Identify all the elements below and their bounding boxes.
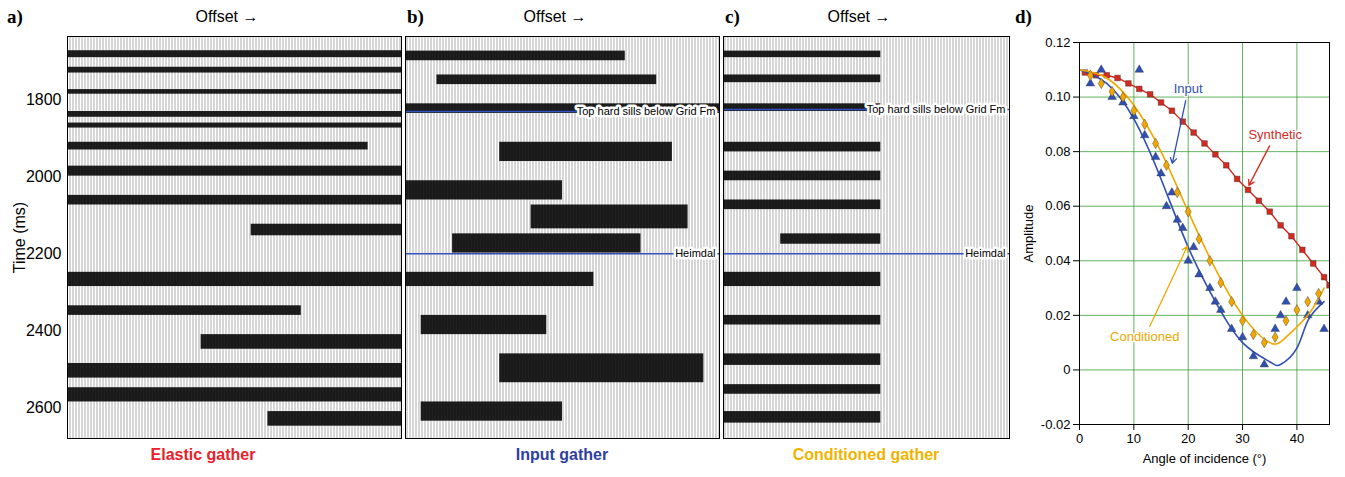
- svg-text:10: 10: [1127, 431, 1141, 446]
- svg-text:0.04: 0.04: [1045, 253, 1070, 268]
- svg-text:Amplitude: Amplitude: [1021, 205, 1036, 263]
- svg-text:0.02: 0.02: [1045, 308, 1070, 323]
- svg-text:Time (ms): Time (ms): [11, 202, 28, 273]
- svg-text:2200: 2200: [26, 245, 62, 262]
- svg-text:1800: 1800: [26, 91, 62, 108]
- svg-text:0.08: 0.08: [1045, 144, 1070, 159]
- svg-text:0: 0: [1063, 362, 1070, 377]
- html-text:Offset →: Offset →: [827, 8, 891, 25]
- svg-text:0.06: 0.06: [1045, 198, 1070, 213]
- svg-text:2600: 2600: [26, 399, 62, 416]
- html-text:Elastic gather: Elastic gather: [150, 446, 256, 463]
- html-text:Offset →: Offset →: [523, 8, 587, 25]
- svg-text:Top hard sills below Grid Fm: Top hard sills below Grid Fm: [867, 103, 1006, 115]
- svg-text:0.12: 0.12: [1045, 35, 1070, 50]
- svg-text:2000: 2000: [26, 168, 62, 185]
- svg-text:2400: 2400: [26, 322, 62, 339]
- svg-text:Heimdal: Heimdal: [965, 247, 1005, 259]
- svg-text:Input: Input: [1174, 81, 1203, 96]
- svg-text:Synthetic: Synthetic: [1248, 127, 1302, 142]
- html-text:a): a): [7, 6, 23, 27]
- svg-text:Top hard sills below Grid Fm: Top hard sills below Grid Fm: [577, 105, 716, 117]
- svg-text:0.10: 0.10: [1045, 89, 1070, 104]
- svg-text:-0.02: -0.02: [1041, 417, 1071, 432]
- svg-text:Heimdal: Heimdal: [675, 247, 715, 259]
- svg-text:Conditioned: Conditioned: [1110, 329, 1179, 344]
- html-text:Offset →: Offset →: [195, 8, 259, 25]
- svg-text:0: 0: [1076, 431, 1083, 446]
- svg-text:40: 40: [1290, 431, 1304, 446]
- html-text:Conditioned gather: Conditioned gather: [792, 446, 940, 463]
- html-text:b): b): [407, 6, 424, 27]
- svg-text:20: 20: [1181, 431, 1195, 446]
- html-text:c): c): [725, 6, 740, 27]
- svg-text:30: 30: [1235, 431, 1249, 446]
- svg-text:Angle of incidence (°): Angle of incidence (°): [1143, 451, 1267, 466]
- html-text:d): d): [1015, 6, 1032, 27]
- html-text:Input gather: Input gather: [515, 446, 609, 463]
